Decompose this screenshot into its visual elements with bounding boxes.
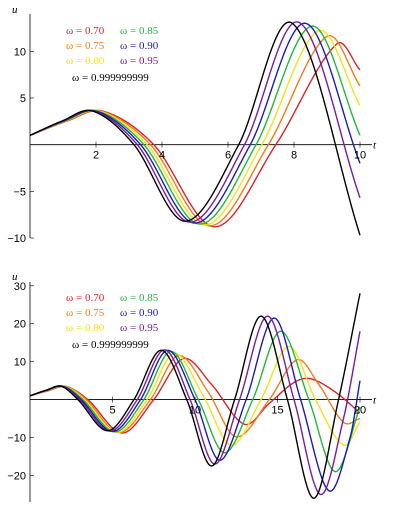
series-line bbox=[29, 22, 361, 224]
legend-entry: ω = 0.999999999 bbox=[72, 339, 149, 351]
legend-entry: ω = 0.90 bbox=[120, 307, 159, 319]
series-line bbox=[29, 315, 361, 496]
legend-entry: ω = 0.95 bbox=[120, 55, 159, 67]
legend-entry: ω = 0.70 bbox=[66, 25, 105, 37]
y-axis-label: u bbox=[12, 4, 18, 16]
series-line bbox=[29, 354, 361, 438]
y-tick-label: −10 bbox=[7, 233, 26, 245]
legend-entry: ω = 0.999999999 bbox=[72, 72, 149, 84]
y-tick-label: 10 bbox=[14, 46, 26, 58]
x-tick-label: 4 bbox=[159, 150, 165, 162]
x-axis-label: t bbox=[373, 395, 377, 407]
series-line bbox=[29, 21, 361, 236]
series-line bbox=[29, 293, 361, 499]
y-tick-label: 5 bbox=[20, 93, 26, 105]
x-tick-label: 6 bbox=[225, 150, 231, 162]
legend-entry: ω = 0.85 bbox=[120, 25, 159, 37]
legend-entry: ω = 0.70 bbox=[66, 292, 105, 304]
y-tick-label: −20 bbox=[7, 470, 26, 482]
chart-top: 2 4 6 8 10 −10 −5 5 10 u t ω = 0.70 ω = 0.75 ω = 0.80… bbox=[7, 4, 377, 245]
y-tick-label: 30 bbox=[14, 281, 26, 293]
legend-entry: ω = 0.85 bbox=[120, 292, 159, 304]
series-line bbox=[29, 345, 361, 447]
x-tick-label: 2 bbox=[93, 150, 99, 162]
series-line bbox=[29, 330, 361, 473]
x-tick-label: 10 bbox=[189, 405, 201, 417]
chart-bottom: 5 10 15 20 −20 −10 10 20 30u t ω = 0.70 ω = 0.75 ω =… bbox=[7, 271, 377, 502]
legend-entry: ω = 0.90 bbox=[120, 40, 159, 52]
y-tick-label: −10 bbox=[7, 433, 26, 445]
legend-entry: ω = 0.75 bbox=[66, 307, 105, 319]
series-line bbox=[29, 41, 361, 228]
x-tick-label: 20 bbox=[354, 405, 366, 417]
legend-entry: ω = 0.75 bbox=[66, 40, 105, 52]
x-tick-label: 8 bbox=[291, 150, 297, 162]
y-tick-label: 10 bbox=[14, 357, 26, 369]
legend-entry: ω = 0.80 bbox=[66, 55, 105, 67]
y-axis-label: u bbox=[12, 271, 18, 283]
x-tick-label: 5 bbox=[109, 405, 115, 417]
series-line bbox=[29, 357, 361, 434]
x-tick-label: 15 bbox=[271, 405, 283, 417]
x-tick-label: 10 bbox=[354, 150, 366, 162]
y-tick-label: 20 bbox=[14, 319, 26, 331]
x-axis-label: t bbox=[373, 140, 377, 152]
legend-entry: ω = 0.95 bbox=[120, 322, 159, 334]
y-tick-label: −5 bbox=[13, 186, 26, 198]
legend-entry: ω = 0.80 bbox=[66, 322, 105, 334]
